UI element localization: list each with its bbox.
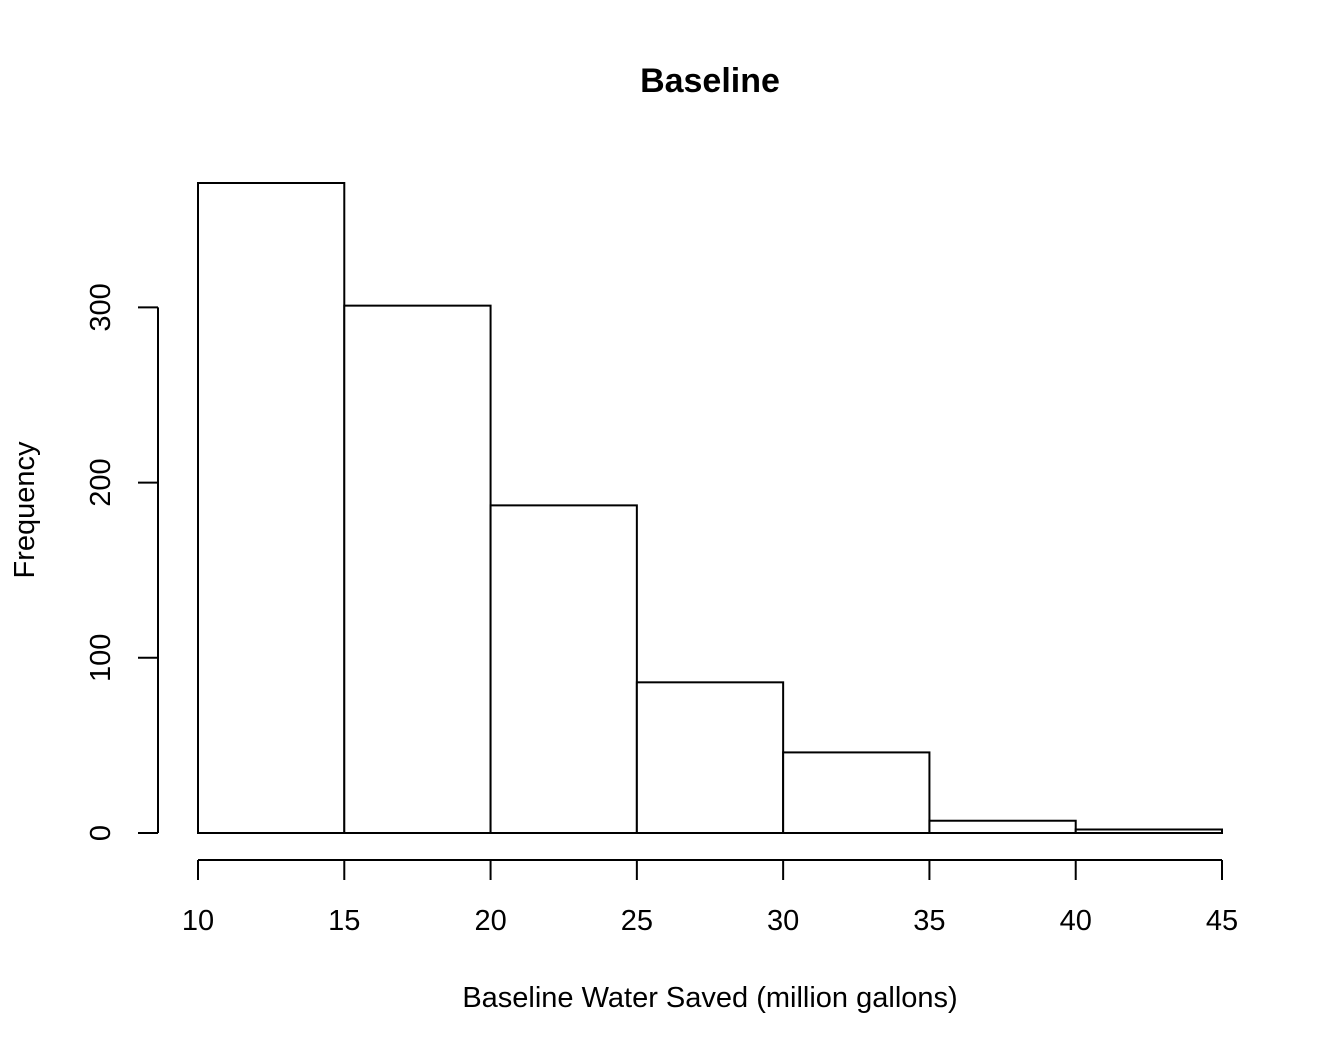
histogram-bar-30-35 bbox=[782, 751, 931, 834]
x-tick-label-20: 20 bbox=[474, 905, 506, 937]
x-axis-label: Baseline Water Saved (million gallons) bbox=[462, 982, 957, 1014]
x-tick-label-25: 25 bbox=[621, 905, 653, 937]
histogram-bar-25-30 bbox=[635, 681, 785, 835]
y-axis: 0 100 200 300 bbox=[85, 283, 159, 841]
histogram-bar-15-20 bbox=[343, 304, 492, 835]
x-tick-label-40: 40 bbox=[1060, 905, 1092, 937]
y-tick-label-300: 300 bbox=[85, 283, 117, 331]
histogram-bar-35-40 bbox=[928, 819, 1077, 834]
y-tick-label-0: 0 bbox=[85, 825, 117, 841]
histogram-bar-10-15 bbox=[197, 182, 346, 834]
x-tick-label-10: 10 bbox=[182, 905, 214, 937]
y-tick-label-200: 200 bbox=[85, 458, 117, 506]
y-axis-label: Frequency bbox=[9, 441, 41, 579]
bars-group bbox=[197, 182, 1223, 835]
histogram-bar-40-45 bbox=[1074, 828, 1223, 835]
histogram-bar-20-25 bbox=[489, 504, 638, 834]
y-tick-label-100: 100 bbox=[85, 634, 117, 682]
x-tick-label-30: 30 bbox=[767, 905, 799, 937]
x-axis: 10 15 20 25 30 35 40 45 bbox=[182, 859, 1238, 937]
x-tick-label-15: 15 bbox=[328, 905, 360, 937]
x-tick-label-45: 45 bbox=[1206, 905, 1238, 937]
chart-title: Baseline bbox=[640, 62, 780, 100]
x-tick-label-35: 35 bbox=[913, 905, 945, 937]
